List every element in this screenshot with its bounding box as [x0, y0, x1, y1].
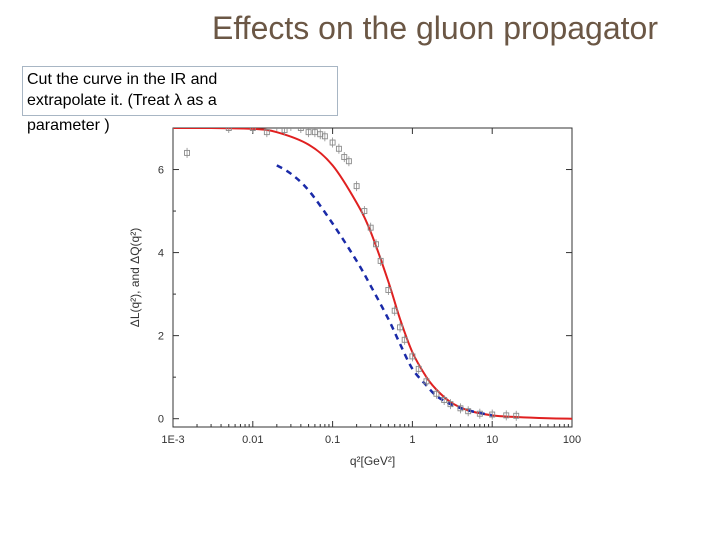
- x-tick-label: 0.1: [325, 434, 340, 446]
- data-point: [287, 128, 294, 129]
- note-line-2: extrapolate it. (Treat λ as a: [27, 92, 217, 109]
- data-point: [489, 411, 496, 418]
- data-point: [503, 412, 510, 419]
- data-point: [305, 129, 312, 136]
- data-point: [273, 128, 280, 129]
- y-tick-label: 2: [158, 331, 164, 343]
- x-tick-label: 1E-3: [161, 434, 184, 446]
- x-tick-label: 10: [486, 434, 498, 446]
- data-point: [184, 149, 191, 156]
- data-point: [401, 336, 408, 343]
- data-point: [415, 365, 422, 372]
- note-line-3: parameter ): [27, 117, 110, 134]
- data-point: [423, 378, 430, 385]
- data-point: [225, 128, 232, 131]
- data-point: [321, 133, 328, 140]
- data-point: [361, 208, 368, 215]
- data-point: [433, 390, 440, 397]
- data-point: [341, 154, 348, 161]
- x-tick-label: 1: [409, 434, 415, 446]
- data-point: [297, 128, 304, 131]
- data-point: [457, 405, 464, 412]
- data-point: [171, 121, 176, 126]
- data-point: [335, 145, 342, 152]
- data-point: [373, 241, 379, 248]
- data-point: [329, 139, 336, 146]
- data-point: [447, 401, 454, 408]
- x-tick-label: 0.01: [242, 434, 263, 446]
- plot-frame: [172, 127, 573, 428]
- data-point: [281, 128, 288, 134]
- data-point: [409, 353, 416, 360]
- data-point: [377, 257, 384, 264]
- data-point: [441, 397, 448, 403]
- y-tick-label: 6: [158, 165, 164, 177]
- note-line-1: Cut the curve in the IR and: [27, 71, 218, 88]
- x-tick-label: 100: [563, 434, 581, 446]
- data-point: [367, 224, 374, 231]
- dashed-curve: [276, 164, 493, 417]
- fit-curve: [173, 128, 572, 420]
- data-point: [345, 158, 352, 165]
- chart-labels: 1E-3 0.01 0.1 1 10 100 0 2 4 6 q²[GeV²] ΔL(q²), and…: [128, 165, 581, 468]
- note-textbox: Cut the curve in the IR and extrapolate …: [22, 66, 338, 134]
- data-point: [391, 307, 398, 314]
- data-point: [476, 410, 483, 417]
- slide-title: Effects on the gluon propagator: [212, 10, 658, 46]
- data-point: [263, 129, 270, 136]
- data-point: [385, 287, 392, 293]
- propagator-chart: 1E-3 0.01 0.1 1 10 100 0 2 4 6 q²[GeV²] ΔL(q²), and…: [128, 121, 581, 468]
- data-point: [249, 128, 256, 131]
- y-axis-label: ΔL(q²), and ΔQ(q²): [128, 228, 142, 327]
- data-point: [353, 183, 360, 190]
- data-point: [513, 412, 520, 419]
- y-tick-label: 4: [158, 248, 164, 260]
- x-axis-label: q²[GeV²]: [350, 454, 395, 468]
- data-point: [397, 324, 403, 331]
- y-tick-label: 0: [158, 414, 164, 426]
- data-point: [465, 408, 472, 415]
- chart-series: [171, 121, 572, 421]
- chart-axes: [172, 127, 573, 428]
